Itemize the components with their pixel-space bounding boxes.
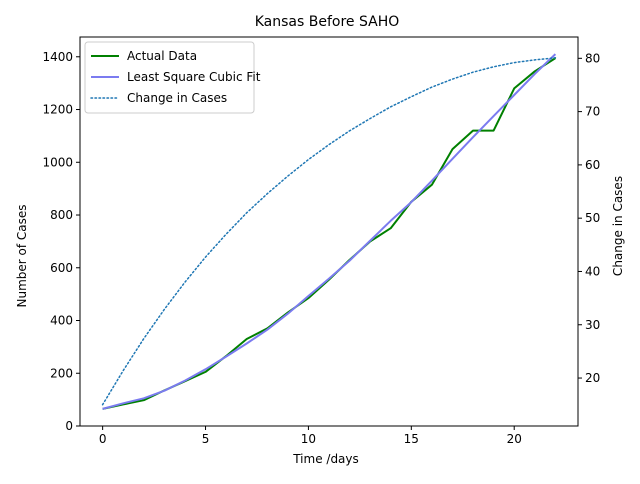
- legend-label: Actual Data: [127, 49, 197, 63]
- plot-frame: [79, 36, 579, 427]
- x-tick-label: 20: [507, 432, 522, 446]
- y-tick-label: 200: [50, 366, 73, 380]
- x-tick-label: 10: [301, 432, 316, 446]
- y-tick-label: 1200: [42, 103, 73, 117]
- y2-tick-label: 80: [585, 51, 600, 65]
- chart-title: Kansas Before SAHO: [255, 14, 400, 30]
- y-tick-label: 0: [65, 419, 73, 433]
- x-axis-label: Time /days: [292, 452, 359, 466]
- y2-tick-label: 60: [585, 158, 600, 172]
- legend-box: [84, 41, 255, 114]
- series-line-2: [102, 53, 557, 410]
- y2-tick-label: 50: [585, 211, 600, 225]
- y-axis-label: Number of Cases: [15, 204, 29, 307]
- y-tick-label: 600: [50, 261, 73, 275]
- plot-area: [101, 53, 557, 410]
- legend-label: Change in Cases: [127, 91, 227, 105]
- legend: Actual Data Least Square Cubic Fit Change …: [84, 41, 261, 114]
- y-tick-label: 1400: [42, 50, 73, 64]
- y2-tick-label: 20: [585, 371, 600, 385]
- legend-label: Least Square Cubic Fit: [127, 70, 261, 84]
- y2-tick-label: 70: [585, 105, 600, 119]
- y-tick-label: 800: [50, 208, 73, 222]
- y2-tick-label: 40: [585, 264, 600, 278]
- x-tick-label: 15: [404, 432, 419, 446]
- y2-tick-label: 30: [585, 318, 600, 332]
- y2-axis-label: Change in Cases: [611, 176, 625, 276]
- x-tick-label: 0: [99, 432, 107, 446]
- x-tick-label: 5: [202, 432, 210, 446]
- series-line-3: [101, 57, 557, 406]
- y-tick-label: 400: [50, 314, 73, 328]
- y-tick-label: 1000: [42, 155, 73, 169]
- axes: 0 5 10 15 2002004006008001000120014002030405…: [42, 36, 600, 446]
